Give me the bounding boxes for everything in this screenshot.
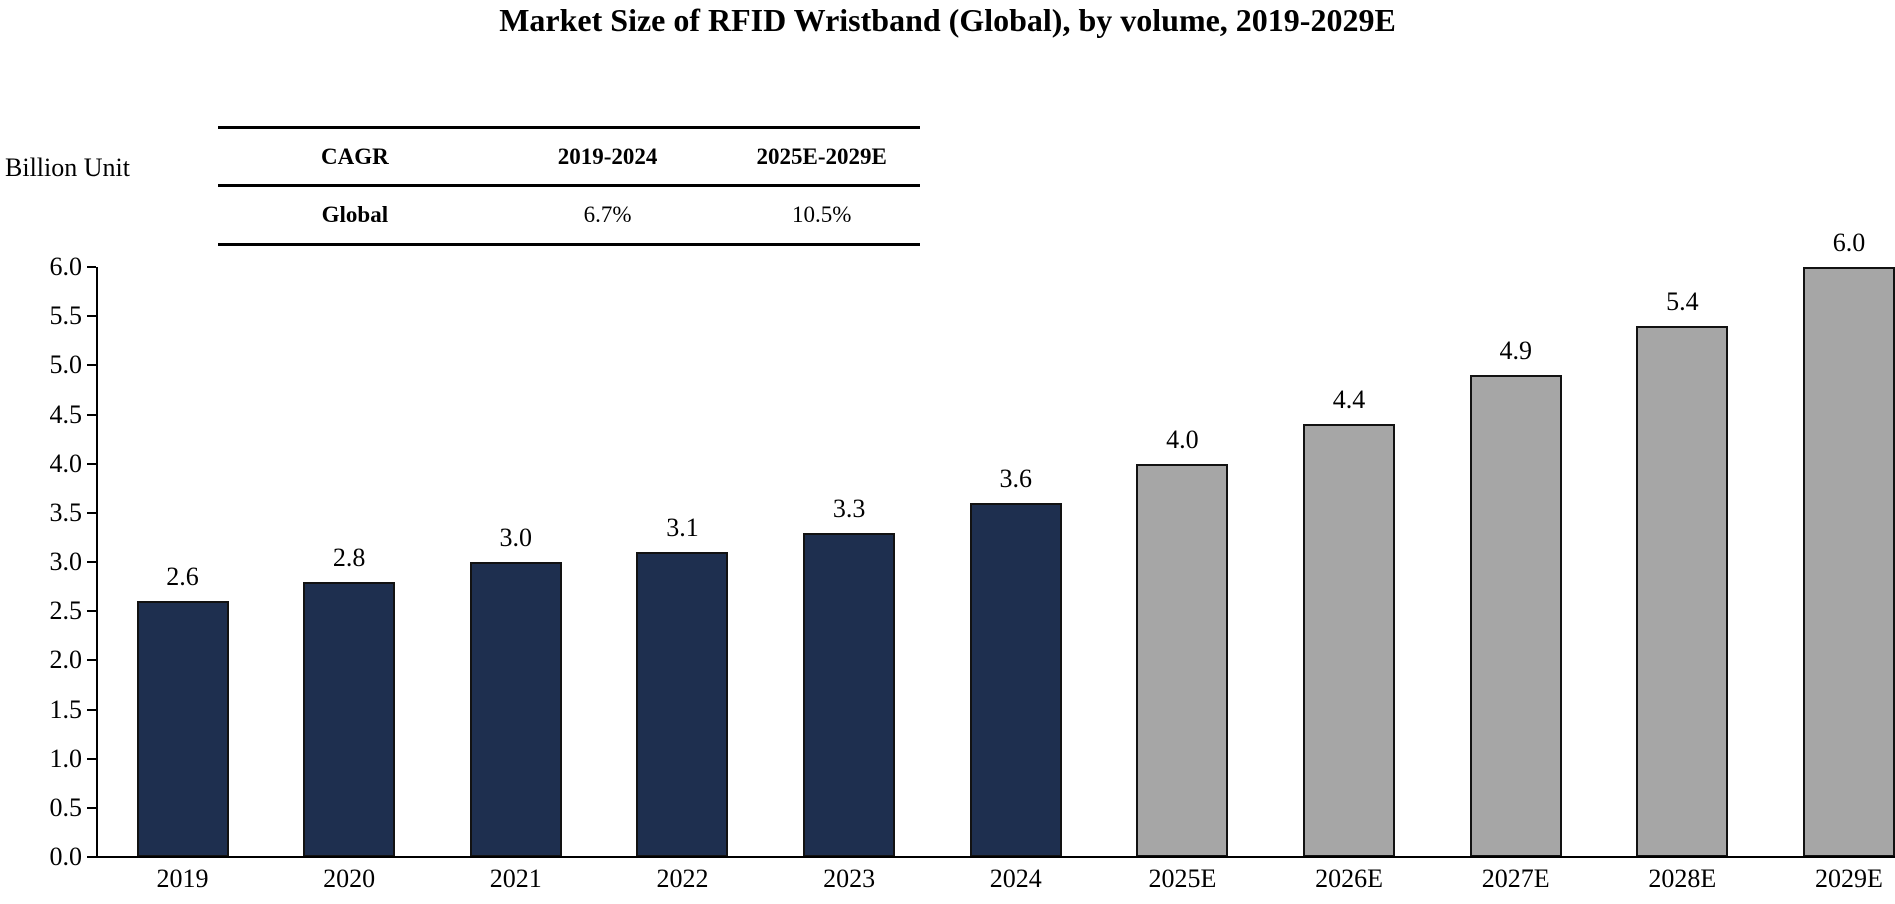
- y-axis-tick-label: 3.5: [49, 497, 83, 527]
- cagr-table-header-cagr: CAGR: [321, 143, 389, 169]
- cagr-table: CAGR 2019-2024 2025E-2029E Global 6.7% 1…: [218, 126, 920, 246]
- cagr-table-header-row: CAGR 2019-2024 2025E-2029E: [218, 129, 920, 187]
- x-axis-tick-label: 2023: [823, 864, 876, 893]
- y-axis-tick-mark: [87, 364, 96, 367]
- y-axis-tick-mark: [87, 462, 96, 465]
- chart-title: Market Size of RFID Wristband (Global), …: [499, 2, 1396, 38]
- y-axis-tick-label: 4.5: [49, 399, 83, 429]
- x-axis-tick-label: 2027E: [1481, 864, 1550, 893]
- y-axis-tick-mark: [87, 561, 96, 563]
- x-axis-tick-label: 2026E: [1315, 864, 1383, 893]
- cagr-value-2019-2024: 6.7%: [583, 202, 632, 227]
- cagr-table-header-period2: 2025E-2029E: [756, 143, 887, 169]
- x-axis-tick-label: 2020: [323, 864, 376, 893]
- y-axis-tick-mark: [87, 266, 96, 268]
- bar-2022: [636, 552, 729, 857]
- x-axis-tick-label: 2024: [989, 864, 1042, 893]
- bar-value-label: 3.6: [999, 464, 1033, 493]
- y-axis-tick-label: 3.0: [49, 547, 83, 576]
- x-axis-line: [96, 856, 1895, 858]
- y-axis-tick-mark: [87, 315, 96, 318]
- y-axis-unit-label: Billion Unit: [5, 153, 130, 182]
- bar-value-label: 4.4: [1332, 385, 1366, 415]
- y-axis-tick-label: 1.5: [49, 694, 83, 724]
- bar-2029E: [1803, 267, 1895, 857]
- y-axis-tick-mark: [87, 806, 96, 809]
- bar-2021: [469, 562, 562, 857]
- x-axis-tick-label: 2021: [489, 864, 542, 893]
- y-axis-tick-label: 4.0: [49, 448, 83, 478]
- bar-value-label: 3.0: [499, 523, 533, 552]
- y-axis-tick-label: 2.0: [49, 645, 83, 675]
- y-axis-tick-label: 5.5: [49, 301, 83, 331]
- bar-2019: [136, 601, 229, 857]
- bar-2023: [803, 532, 896, 857]
- y-axis-tick-label: 0.5: [49, 792, 83, 822]
- y-axis-tick-mark: [87, 413, 96, 416]
- y-axis-tick-label: 5.0: [49, 350, 83, 380]
- x-axis-tick-label: 2022: [656, 864, 709, 893]
- x-axis-tick-label: 2029E: [1815, 864, 1883, 893]
- y-axis-tick-label: 0.0: [49, 842, 83, 871]
- bar-2024: [969, 503, 1062, 857]
- bar-2027E: [1469, 375, 1562, 857]
- bar-2026E: [1303, 424, 1396, 857]
- y-axis-tick-label: 2.5: [49, 596, 83, 626]
- x-axis-tick-label: 2028E: [1648, 864, 1717, 893]
- y-axis-tick-label: 6.0: [49, 252, 83, 281]
- bar-value-label: 3.3: [832, 493, 866, 523]
- cagr-table-row-label: Global: [321, 202, 389, 227]
- y-axis-tick-mark: [87, 511, 96, 514]
- x-axis-tick-label: 2025E: [1148, 864, 1217, 893]
- bar-value-label: 3.1: [666, 513, 699, 543]
- y-axis-tick-mark: [87, 757, 96, 760]
- y-axis-tick-label: 1.0: [49, 743, 83, 773]
- y-axis-tick-mark: [87, 856, 96, 858]
- y-axis-tick-mark: [87, 659, 96, 662]
- bar-2028E: [1636, 326, 1729, 857]
- bar-2020: [303, 581, 396, 857]
- bar-2025E: [1136, 463, 1229, 857]
- cagr-table-data-row: Global 6.7% 10.5%: [218, 187, 920, 243]
- bar-value-label: 4.9: [1499, 336, 1532, 366]
- x-axis-tick-label: 2019: [156, 864, 209, 893]
- bar-value-label: 2.8: [332, 542, 366, 572]
- y-axis-tick-mark: [87, 708, 96, 711]
- bar-value-label: 5.4: [1666, 287, 1699, 316]
- bar-value-label: 2.6: [166, 562, 199, 592]
- cagr-value-2025e-2029e: 10.5%: [791, 202, 852, 227]
- y-axis-tick-mark: [87, 610, 96, 613]
- bar-value-label: 4.0: [1166, 424, 1199, 454]
- bar-value-label: 6.0: [1832, 228, 1866, 257]
- y-axis-line: [96, 267, 98, 857]
- cagr-table-header-period1: 2019-2024: [557, 143, 658, 169]
